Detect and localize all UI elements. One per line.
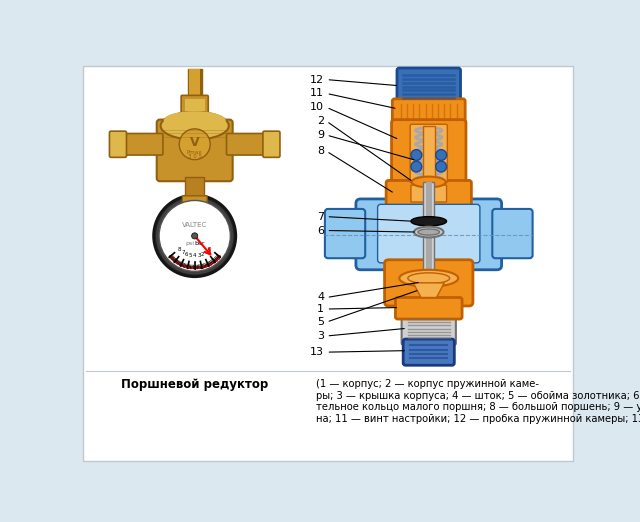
Text: psi: psi	[186, 241, 195, 246]
Bar	[426, 182, 432, 282]
Text: тельное кольцо малого поршня; 8 — большой поршень; 9 — уплотнительное кольцо; 10: тельное кольцо малого поршня; 8 — большо…	[316, 402, 640, 412]
Bar	[189, 69, 200, 96]
Circle shape	[436, 150, 447, 160]
FancyBboxPatch shape	[492, 209, 532, 258]
FancyBboxPatch shape	[263, 131, 280, 157]
Text: 11: 11	[310, 88, 324, 99]
Text: bar: bar	[194, 241, 205, 246]
FancyBboxPatch shape	[385, 260, 473, 306]
Ellipse shape	[414, 227, 444, 238]
Circle shape	[156, 197, 234, 275]
Text: 6: 6	[317, 226, 324, 235]
Ellipse shape	[418, 229, 440, 235]
Text: Pmax: Pmax	[187, 150, 202, 155]
FancyBboxPatch shape	[182, 196, 207, 208]
Ellipse shape	[399, 270, 458, 287]
FancyBboxPatch shape	[227, 134, 270, 155]
Text: 7: 7	[181, 250, 184, 255]
Text: 2: 2	[201, 252, 205, 257]
FancyBboxPatch shape	[392, 99, 465, 126]
FancyBboxPatch shape	[109, 131, 127, 157]
Text: 10: 10	[310, 102, 324, 112]
Text: 4: 4	[193, 253, 196, 258]
Text: 12: 12	[310, 75, 324, 85]
Ellipse shape	[411, 217, 447, 226]
Text: VALTEC: VALTEC	[182, 222, 207, 228]
Text: 9: 9	[317, 130, 324, 140]
Text: 1: 1	[317, 304, 324, 314]
Text: Поршневой редуктор: Поршневой редуктор	[121, 378, 268, 391]
Circle shape	[436, 161, 447, 172]
Bar	[186, 176, 204, 198]
Circle shape	[154, 195, 236, 277]
FancyBboxPatch shape	[386, 181, 472, 207]
Text: 2: 2	[317, 116, 324, 126]
Text: 4: 4	[317, 292, 324, 302]
FancyBboxPatch shape	[356, 199, 502, 270]
FancyBboxPatch shape	[411, 185, 447, 202]
Text: 3 0 5: 3 0 5	[188, 154, 202, 159]
Bar	[422, 126, 435, 181]
FancyBboxPatch shape	[397, 68, 461, 105]
Ellipse shape	[412, 176, 446, 187]
Text: 0: 0	[208, 247, 211, 252]
Bar	[188, 69, 202, 98]
Bar	[423, 182, 434, 282]
Bar	[184, 99, 205, 111]
Text: 1: 1	[205, 250, 208, 255]
FancyBboxPatch shape	[410, 124, 447, 183]
Text: 7: 7	[317, 211, 324, 222]
Circle shape	[411, 150, 422, 160]
Text: 3: 3	[317, 331, 324, 341]
FancyBboxPatch shape	[396, 298, 462, 319]
Polygon shape	[413, 283, 444, 298]
FancyBboxPatch shape	[402, 313, 456, 345]
Text: (1 — корпус; 2 — корпус пружинной каме-: (1 — корпус; 2 — корпус пружинной каме-	[316, 379, 540, 389]
Text: 13: 13	[310, 347, 324, 357]
Circle shape	[411, 161, 422, 172]
FancyBboxPatch shape	[403, 339, 454, 365]
Text: 8: 8	[178, 247, 182, 252]
Text: 5: 5	[317, 317, 324, 327]
Ellipse shape	[408, 273, 450, 283]
Ellipse shape	[164, 111, 226, 129]
Circle shape	[159, 200, 230, 271]
Text: V: V	[190, 136, 200, 149]
Circle shape	[179, 129, 210, 160]
Ellipse shape	[161, 112, 229, 140]
Text: ры; 3 — крышка корпуса; 4 — шток; 5 — обойма золотника; 6 — малый поршень; 7 — у: ры; 3 — крышка корпуса; 4 — шток; 5 — об…	[316, 390, 640, 401]
FancyBboxPatch shape	[181, 96, 208, 115]
Circle shape	[191, 233, 198, 239]
Text: 8: 8	[317, 146, 324, 156]
Text: 6: 6	[185, 252, 188, 257]
Text: 5: 5	[189, 253, 192, 258]
Text: на; 11 — винт настройки; 12 — пробка пружинной камеры; 13 — пробка патрубка мано: на; 11 — винт настройки; 12 — пробка пру…	[316, 414, 640, 424]
Text: 3: 3	[197, 253, 200, 258]
FancyBboxPatch shape	[378, 204, 480, 263]
FancyBboxPatch shape	[392, 120, 466, 187]
FancyBboxPatch shape	[325, 209, 365, 258]
FancyBboxPatch shape	[157, 120, 233, 181]
FancyBboxPatch shape	[120, 134, 163, 155]
